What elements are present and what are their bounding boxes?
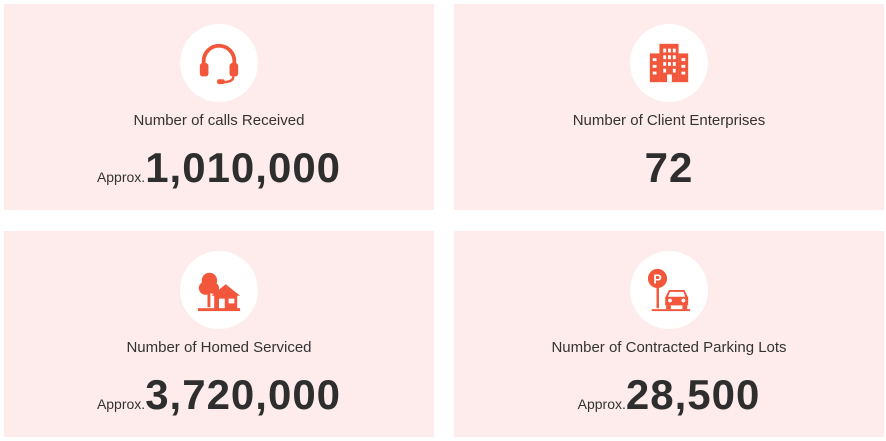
stat-value: 3,720,000 [145,371,342,418]
icon-badge: P [630,251,708,329]
stat-prefix: Approx. [577,396,626,412]
icon-badge [630,24,708,102]
stat-label: Number of Client Enterprises [572,112,766,129]
stat-prefix: Approx. [96,396,146,412]
stat-label: Number of calls Received [133,112,305,129]
icon-badge [180,24,258,102]
stat-card-homes: Number of Homed Serviced Approx.3,720,00… [4,231,434,437]
house-icon [197,272,241,312]
svg-text:P: P [653,272,661,286]
stat-card-enterprises: Number of Client Enterprises 72 [454,4,884,210]
stat-value-row: Approx.3,720,000 [4,371,434,419]
stat-card-calls: Number of calls Received Approx.1,010,00… [4,4,434,210]
parking-car-icon: P [647,268,691,312]
office-building-icon [649,43,689,83]
stat-value: 1,010,000 [145,144,342,191]
stat-prefix: Approx. [96,169,146,185]
stat-value: 72 [644,144,694,191]
stat-label: Number of Homed Serviced [126,339,312,356]
stat-value: 28,500 [625,371,761,418]
icon-badge [180,251,258,329]
stat-card-parking: P Number of Contracted Parking Lots Appr… [454,231,884,437]
stat-label: Number of Contracted Parking Lots [551,339,787,356]
stat-value-row: Approx.1,010,000 [4,144,434,192]
stat-value-row: Approx.28,500 [454,371,884,419]
headset-icon [199,43,239,85]
stat-value-row: 72 [454,144,884,192]
